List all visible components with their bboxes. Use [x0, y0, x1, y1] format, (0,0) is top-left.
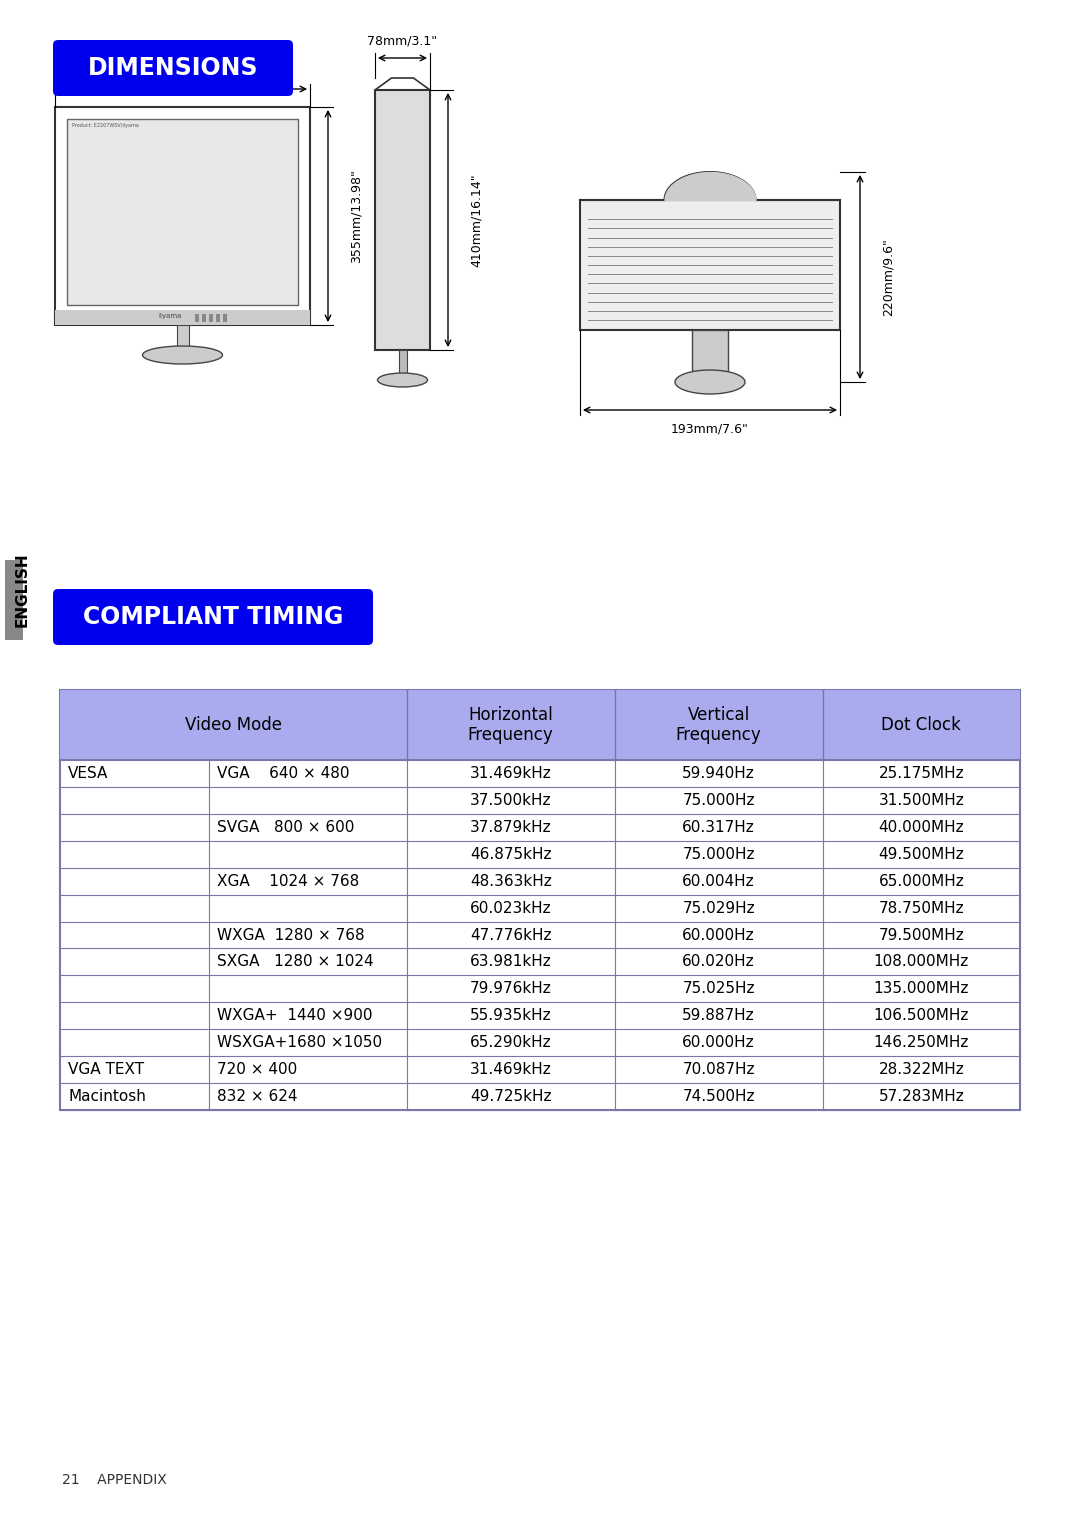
Text: Video Mode: Video Mode	[185, 715, 282, 734]
Text: 74.500Hz: 74.500Hz	[683, 1089, 755, 1105]
Text: 21    APPENDIX: 21 APPENDIX	[62, 1472, 166, 1488]
Bar	[55, 309, 310, 325]
Text: COMPLIANT TIMING: COMPLIANT TIMING	[83, 605, 343, 630]
Text: 25.175MHz: 25.175MHz	[878, 766, 964, 781]
Text: 46.875kHz: 46.875kHz	[470, 847, 552, 861]
Text: 135.000MHz: 135.000MHz	[874, 982, 969, 996]
Text: VGA    640 × 480: VGA 640 × 480	[217, 766, 350, 781]
Bar	[60, 689, 1020, 760]
Text: Horizontal
Frequency: Horizontal Frequency	[468, 706, 554, 745]
Text: WXGA  1280 × 768: WXGA 1280 × 768	[217, 927, 365, 942]
Bar	[202, 314, 206, 322]
Text: 75.000Hz: 75.000Hz	[683, 794, 755, 807]
Bar	[692, 329, 728, 375]
Text: 28.322MHz: 28.322MHz	[878, 1062, 964, 1077]
Text: Vertical
Frequency: Vertical Frequency	[676, 706, 761, 745]
Text: 59.940Hz: 59.940Hz	[683, 766, 755, 781]
Text: 31.469kHz: 31.469kHz	[470, 1062, 552, 1077]
Text: 60.020Hz: 60.020Hz	[683, 954, 755, 970]
Text: 65.290kHz: 65.290kHz	[470, 1036, 552, 1051]
Text: 49.500MHz: 49.500MHz	[878, 847, 964, 861]
Text: 720 × 400: 720 × 400	[217, 1062, 298, 1077]
Ellipse shape	[675, 371, 745, 394]
Ellipse shape	[378, 372, 428, 388]
Text: ENGLISH: ENGLISH	[14, 553, 29, 627]
Bar	[195, 314, 199, 322]
Bar	[55, 107, 310, 325]
Text: WSXGA+1680 ×1050: WSXGA+1680 ×1050	[217, 1036, 382, 1051]
Text: Product: E2207WSV/iiyama: Product: E2207WSV/iiyama	[72, 123, 139, 129]
Bar	[399, 349, 406, 378]
Text: Macintosh: Macintosh	[68, 1089, 146, 1105]
Text: DIMENSIONS: DIMENSIONS	[87, 57, 258, 80]
Text: 70.087Hz: 70.087Hz	[683, 1062, 755, 1077]
Text: 59.887Hz: 59.887Hz	[683, 1008, 755, 1023]
Text: 60.317Hz: 60.317Hz	[683, 820, 755, 835]
Bar	[67, 119, 298, 305]
Text: Dot Clock: Dot Clock	[881, 715, 961, 734]
Text: iiyama: iiyama	[158, 313, 181, 319]
FancyBboxPatch shape	[53, 588, 373, 645]
Ellipse shape	[143, 346, 222, 365]
Text: 37.879kHz: 37.879kHz	[470, 820, 552, 835]
Bar	[375, 90, 430, 349]
Bar	[216, 314, 220, 322]
Text: 108.000MHz: 108.000MHz	[874, 954, 969, 970]
Bar	[224, 314, 227, 322]
Text: 48.363kHz: 48.363kHz	[470, 873, 552, 889]
Text: 410mm/16.14": 410mm/16.14"	[470, 173, 483, 267]
Text: 79.500MHz: 79.500MHz	[878, 927, 964, 942]
Text: 57.283MHz: 57.283MHz	[878, 1089, 964, 1105]
Text: 832 × 624: 832 × 624	[217, 1089, 298, 1105]
Text: XGA    1024 × 768: XGA 1024 × 768	[217, 873, 360, 889]
Text: 49.725kHz: 49.725kHz	[470, 1089, 552, 1105]
Text: SXGA   1280 × 1024: SXGA 1280 × 1024	[217, 954, 374, 970]
Bar	[176, 325, 189, 352]
Text: 60.000Hz: 60.000Hz	[683, 1036, 755, 1051]
Text: 37.500kHz: 37.500kHz	[470, 794, 552, 807]
Text: 355mm/13.98": 355mm/13.98"	[350, 169, 363, 264]
Text: VGA TEXT: VGA TEXT	[68, 1062, 144, 1077]
Text: 75.000Hz: 75.000Hz	[683, 847, 755, 861]
Text: 47.776kHz: 47.776kHz	[470, 927, 552, 942]
Text: 146.250MHz: 146.250MHz	[874, 1036, 969, 1051]
Text: 79.976kHz: 79.976kHz	[470, 982, 552, 996]
Text: 60.004Hz: 60.004Hz	[683, 873, 755, 889]
Text: 220mm/9.6": 220mm/9.6"	[881, 237, 894, 316]
Bar	[60, 689, 1020, 1111]
Text: 63.981kHz: 63.981kHz	[470, 954, 552, 970]
FancyBboxPatch shape	[53, 40, 293, 97]
Text: 31.500MHz: 31.500MHz	[878, 794, 964, 807]
Text: VESA: VESA	[68, 766, 108, 781]
Text: 75.025Hz: 75.025Hz	[683, 982, 755, 996]
Bar	[5, 561, 23, 640]
Text: SVGA   800 × 600: SVGA 800 × 600	[217, 820, 354, 835]
Text: 60.023kHz: 60.023kHz	[470, 901, 552, 916]
Text: 193mm/7.6": 193mm/7.6"	[671, 421, 748, 435]
Text: 78mm/3.1": 78mm/3.1"	[367, 35, 437, 47]
Text: 78.750MHz: 78.750MHz	[878, 901, 964, 916]
Text: 65.000MHz: 65.000MHz	[878, 873, 964, 889]
Text: 75.029Hz: 75.029Hz	[683, 901, 755, 916]
Bar	[580, 201, 840, 329]
Text: 517mm/20.3": 517mm/20.3"	[139, 66, 226, 80]
Text: 106.500MHz: 106.500MHz	[874, 1008, 969, 1023]
Text: 60.000Hz: 60.000Hz	[683, 927, 755, 942]
Bar	[210, 314, 213, 322]
Text: 31.469kHz: 31.469kHz	[470, 766, 552, 781]
Text: 55.935kHz: 55.935kHz	[470, 1008, 552, 1023]
Text: WXGA+  1440 ×900: WXGA+ 1440 ×900	[217, 1008, 373, 1023]
Text: 40.000MHz: 40.000MHz	[878, 820, 964, 835]
